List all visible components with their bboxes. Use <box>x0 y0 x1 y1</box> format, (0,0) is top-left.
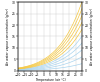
Y-axis label: Air water vapour concentration (g/m³): Air water vapour concentration (g/m³) <box>6 8 10 65</box>
Y-axis label: Air water vapour concentration (g/m³): Air water vapour concentration (g/m³) <box>90 8 94 65</box>
X-axis label: Temperature (air °C): Temperature (air °C) <box>35 78 65 82</box>
